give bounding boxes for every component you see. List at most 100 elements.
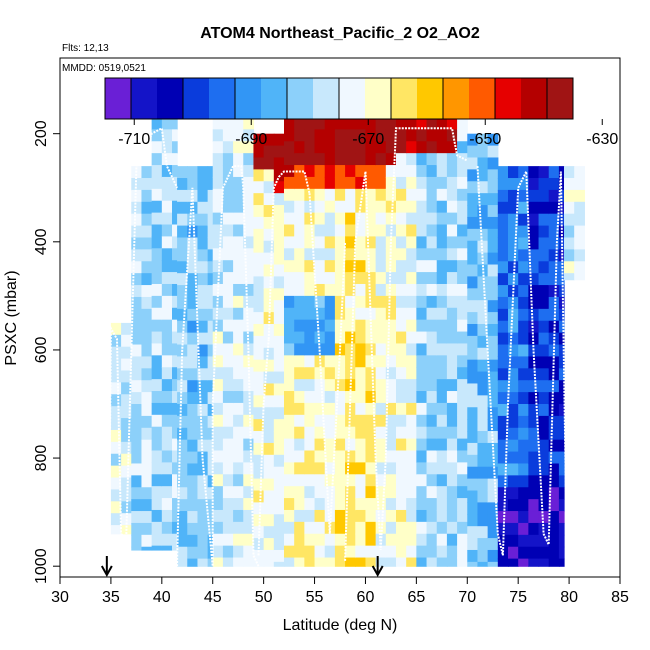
- heatmap-cell: [243, 426, 255, 440]
- heatmap-cell: [284, 260, 295, 273]
- heatmap-cell: [314, 129, 326, 142]
- heatmap-cell: [446, 248, 458, 261]
- heatmap-cell: [446, 224, 458, 238]
- heatmap-cell: [497, 332, 509, 346]
- heatmap-cell: [161, 533, 173, 547]
- heatmap-cell: [457, 295, 468, 309]
- heatmap-cell: [518, 368, 529, 381]
- heatmap-cell: [508, 320, 519, 334]
- heatmap-cell: [426, 319, 438, 333]
- heatmap-cell: [233, 450, 244, 463]
- heatmap-cell: [365, 355, 377, 368]
- heatmap-cell: [233, 248, 244, 261]
- heatmap-cell: [457, 200, 468, 214]
- heatmap-cell: [365, 188, 377, 202]
- heatmap-cell: [426, 117, 438, 130]
- heatmap-cell: [294, 283, 305, 297]
- heatmap-cell: [497, 201, 509, 215]
- heatmap-cell: [294, 343, 305, 356]
- heatmap-cell: [273, 478, 285, 492]
- colorbar: [104, 77, 574, 120]
- heatmap-cell: [172, 129, 178, 142]
- heatmap-cell: [396, 533, 407, 547]
- heatmap-cell: [187, 558, 199, 567]
- heatmap-cell: [304, 307, 316, 321]
- heatmap-cell: [263, 240, 275, 254]
- heatmap-cell: [426, 295, 438, 309]
- heatmap-cell: [314, 533, 326, 547]
- heatmap-cell: [294, 212, 305, 226]
- heatmap-cell: [345, 498, 356, 511]
- heatmap-cell: [396, 557, 407, 567]
- heatmap-cell: [518, 463, 529, 476]
- heatmap-cell: [477, 347, 489, 361]
- heatmap-cell: [151, 402, 163, 416]
- heatmap-cell: [151, 248, 163, 261]
- heatmap-cell: [304, 486, 316, 499]
- heatmap-cell: [172, 533, 178, 547]
- heatmap-cell: [396, 295, 407, 309]
- heatmap-cell: [538, 178, 550, 191]
- heatmap-cell: [467, 442, 479, 456]
- heatmap-cell: [197, 499, 209, 512]
- heatmap-cell: [375, 283, 387, 297]
- heatmap-cell: [365, 283, 377, 297]
- heatmap-cell: [161, 200, 173, 214]
- heatmap-cell: [263, 216, 275, 230]
- heatmap-cell: [548, 415, 560, 429]
- heatmap-cell: [528, 558, 540, 567]
- heatmap-cell: [141, 273, 153, 286]
- flight-track: [257, 339, 270, 556]
- heatmap-cell: [334, 379, 346, 392]
- heatmap-cell: [518, 332, 529, 346]
- heatmap-cell: [151, 283, 163, 297]
- heatmap-cell: [436, 236, 448, 249]
- heatmap-cell: [263, 502, 275, 515]
- heatmap-cell: [294, 379, 305, 392]
- heatmap-cell: [110, 429, 122, 443]
- heatmap-cell: [446, 165, 458, 178]
- heatmap-cell: [212, 129, 224, 142]
- heatmap-cell: [426, 486, 438, 499]
- heatmap-cell: [233, 355, 244, 368]
- heatmap-cell: [375, 129, 387, 142]
- colorbar-bin: [131, 78, 158, 119]
- heatmap-cell: [487, 205, 499, 218]
- heatmap-cell: [564, 249, 575, 262]
- heatmap-cell: [457, 414, 468, 428]
- heatmap-cell: [416, 379, 428, 392]
- heatmap-cell: [273, 240, 285, 254]
- heatmap-cell: [457, 260, 468, 273]
- heatmap-cell: [212, 379, 224, 392]
- heatmap-cell: [273, 133, 285, 147]
- heatmap-cell: [574, 273, 585, 281]
- heatmap-cell: [457, 533, 468, 547]
- heatmap-cell: [446, 438, 458, 452]
- heatmap-cell: [324, 426, 336, 440]
- heatmap-cell: [284, 557, 295, 567]
- heatmap-cell: [487, 193, 499, 206]
- colorbar-tick-label: -670: [352, 131, 384, 148]
- heatmap-cell: [497, 320, 509, 334]
- heatmap-cell: [355, 165, 367, 178]
- heatmap-cell: [467, 133, 479, 147]
- heatmap-cell: [304, 295, 316, 309]
- heatmap-cell: [151, 355, 163, 368]
- heatmap-cell: [314, 272, 326, 285]
- heatmap-cell: [253, 133, 265, 147]
- heatmap-cell: [375, 141, 387, 154]
- heatmap-cell: [375, 486, 387, 499]
- heatmap-cell: [365, 545, 377, 559]
- flight-track: [107, 126, 179, 567]
- heatmap-cell: [396, 486, 407, 499]
- heatmap-cell: [172, 426, 178, 440]
- heatmap-cell: [508, 415, 519, 429]
- heatmap-cell: [477, 312, 489, 325]
- heatmap-cell: [457, 426, 468, 440]
- heatmap-cell: [497, 285, 509, 298]
- heatmap-cell: [294, 260, 305, 273]
- heatmap-cell: [253, 169, 265, 182]
- heatmap-cell: [365, 176, 377, 190]
- heatmap-cell: [467, 145, 479, 159]
- heatmap-cell: [243, 379, 255, 392]
